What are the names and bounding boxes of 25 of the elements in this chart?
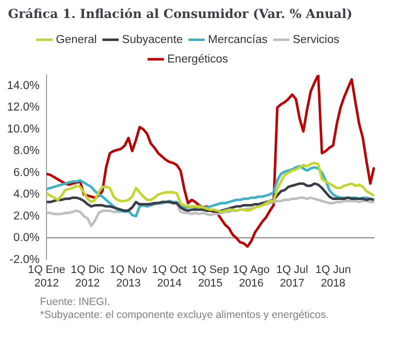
text: *Subyacente: el componente excluye alimentos y energéticos. bbox=[40, 309, 330, 322]
x-tick-label: 1Q Nov 2013 bbox=[110, 264, 148, 290]
y-tick-label: 6.0% bbox=[13, 166, 40, 179]
legend-label: Servicios bbox=[292, 34, 340, 46]
legend-label: Mercancías bbox=[208, 34, 268, 46]
y-tick-label: 12.0% bbox=[7, 102, 40, 114]
y-tick-label: 0.0% bbox=[13, 232, 40, 244]
x-tick-label: 1Q Ago 2016 bbox=[232, 264, 270, 290]
x-tick-label: 1Q Jul 2017 bbox=[276, 264, 308, 290]
x-tick-label: 1Q Dic 2012 bbox=[70, 264, 105, 290]
y-tick-label: 14.0% bbox=[7, 80, 40, 92]
legend-label: General bbox=[56, 34, 97, 46]
legend-label: Energéticos bbox=[167, 53, 228, 66]
y-tick-label: 2.0% bbox=[13, 210, 40, 222]
x-tick-label: 1Q Sep 2015 bbox=[192, 264, 229, 290]
y-tick-label: 4.0% bbox=[13, 188, 40, 201]
legend-label: Subyacente bbox=[122, 34, 183, 46]
y-tick-label: -2.0% bbox=[10, 254, 40, 266]
chart-title: Gráfica 1. Inflación al Consumidor (Var. % Anual) bbox=[7, 5, 354, 23]
y-tick-label: 10.0% bbox=[7, 123, 40, 136]
x-tick-label: 1Q Oct 2014 bbox=[152, 264, 187, 290]
x-tick-label: 1Q Ene 2012 bbox=[28, 264, 66, 290]
x-tick-label: 1Q Jun 2018 bbox=[315, 264, 351, 290]
y-tick-label: 8.0% bbox=[13, 145, 40, 158]
source-note: Fuente: INEGI. bbox=[40, 296, 112, 309]
